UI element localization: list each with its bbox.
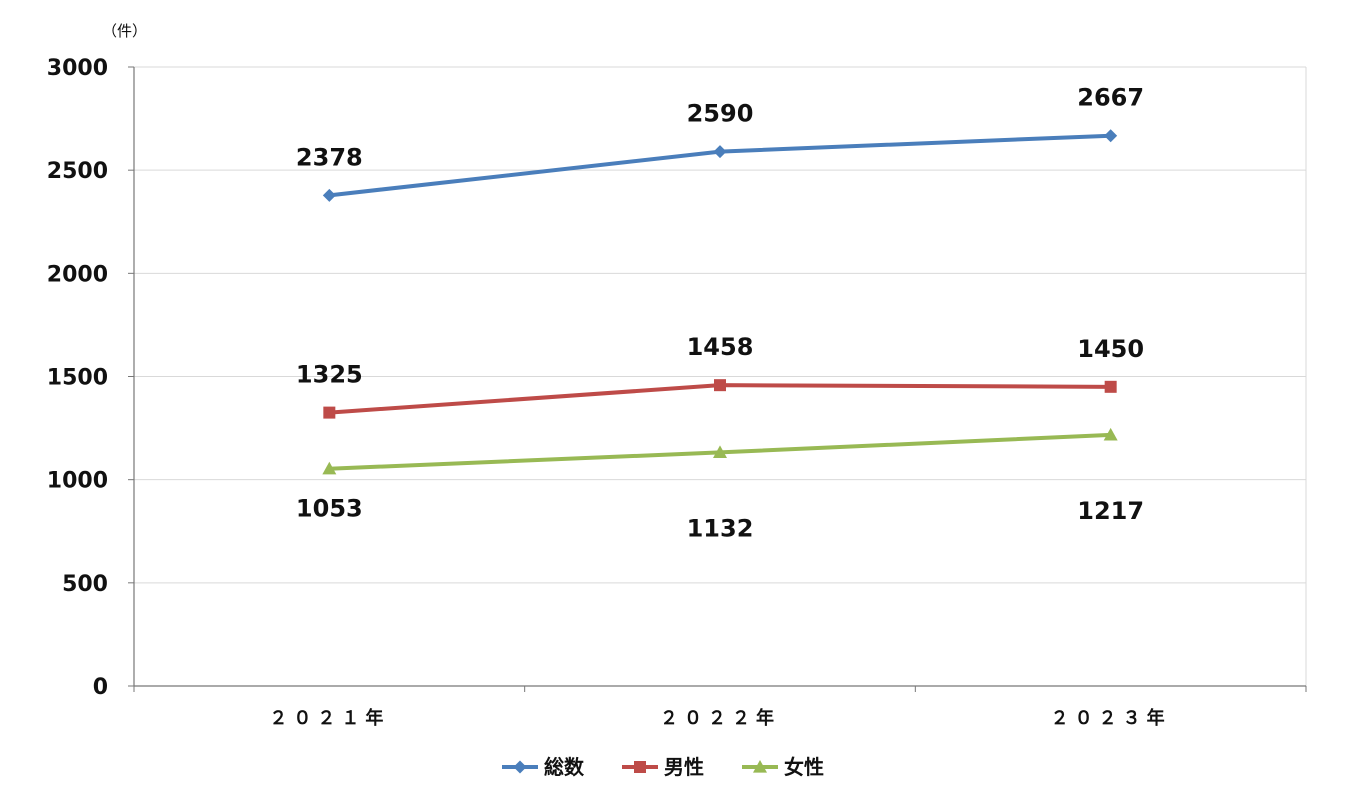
data-label: 1458 [687, 333, 754, 361]
data-labels: 2378 2590 2667 1325 1458 1450 1053 1132 1217 [296, 84, 1144, 543]
y-tick-label: 0 [93, 675, 108, 700]
point-marker-diamond [322, 188, 336, 202]
legend: 総数 男性 女性 [502, 755, 824, 779]
point-marker-square [634, 761, 646, 773]
legend-item: 男性 [622, 755, 704, 779]
x-tick-label: ２０２１年 [269, 707, 389, 729]
series-lines [322, 129, 1118, 475]
y-tick-label: 2000 [47, 262, 108, 287]
point-marker-triangle [322, 461, 337, 475]
point-marker-diamond [1104, 129, 1118, 143]
point-marker-square [323, 406, 336, 419]
data-label: 1450 [1077, 335, 1144, 363]
legend-label: 総数 [544, 755, 585, 779]
y-tick-label: 1500 [47, 366, 108, 391]
data-label: 1325 [296, 361, 363, 389]
data-label: 1053 [296, 495, 363, 523]
data-label: 2590 [687, 100, 754, 128]
y-tick-label: 1000 [47, 469, 108, 494]
series-line [327, 133, 1113, 198]
x-tick-label: ２０２３年 [1051, 707, 1171, 729]
series-2 [323, 379, 1117, 419]
point-marker-diamond [713, 145, 727, 159]
y-tick-label: 500 [62, 572, 108, 597]
series-3 [322, 427, 1118, 475]
point-marker-triangle [713, 445, 727, 459]
point-marker-square [714, 379, 726, 392]
data-label: 2667 [1077, 84, 1144, 112]
data-label: 1132 [687, 514, 754, 542]
gridlines [134, 66, 1307, 686]
y-unit-label: （件） [102, 22, 147, 40]
point-marker-square [1104, 380, 1117, 393]
data-label: 1217 [1077, 497, 1144, 525]
series-1 [322, 129, 1118, 202]
point-marker-triangle [753, 760, 767, 773]
data-label: 2378 [296, 143, 363, 171]
point-marker-diamond [513, 760, 527, 774]
y-tick-label: 2500 [47, 159, 108, 184]
y-tick-label: 3000 [47, 56, 108, 81]
legend-label: 女性 [784, 755, 824, 779]
point-marker-triangle [1103, 427, 1118, 441]
x-tick-label: ２０２２年 [660, 707, 780, 729]
legend-label: 男性 [664, 755, 704, 779]
legend-item: 女性 [742, 755, 824, 779]
legend-item: 総数 [502, 755, 585, 779]
axes: 0 500 1000 1500 2000 2500 3000 ２０２１年 ２０２２年 ２０２３年 [47, 56, 1307, 729]
